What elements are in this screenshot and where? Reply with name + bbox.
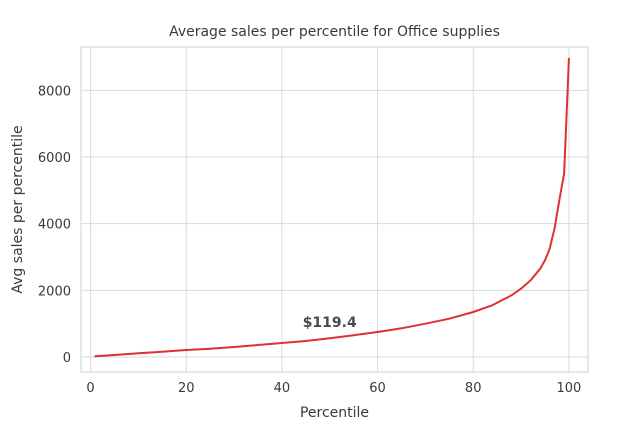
y-axis-label: Avg sales per percentile	[10, 125, 26, 293]
series-line	[94, 57, 570, 358]
x-tick-label: 80	[465, 381, 482, 396]
y-tick-label: 6000	[38, 151, 71, 166]
x-tick-label: 0	[86, 381, 94, 396]
x-tick-label: 40	[274, 381, 291, 396]
annotations: $119.4	[303, 315, 357, 331]
annotation-label: $119.4	[303, 315, 357, 331]
y-tick-label: 4000	[38, 218, 71, 233]
y-tick-label: 0	[63, 351, 71, 366]
chart-title: Average sales per percentile for Office …	[169, 24, 500, 40]
x-tick-label: 60	[369, 381, 386, 396]
y-tick-label: 8000	[38, 84, 71, 99]
grid-lines	[81, 47, 588, 372]
y-tick-label: 2000	[38, 284, 71, 299]
x-axis-label: Percentile	[300, 405, 369, 421]
plot-area-frame	[80, 46, 589, 373]
tick-labels: 0 20 40 60 80 100 0 2000 4000 6000 8000	[38, 84, 581, 396]
x-tick-label: 100	[556, 381, 581, 396]
series-layer	[94, 57, 570, 358]
x-tick-label: 20	[178, 381, 195, 396]
